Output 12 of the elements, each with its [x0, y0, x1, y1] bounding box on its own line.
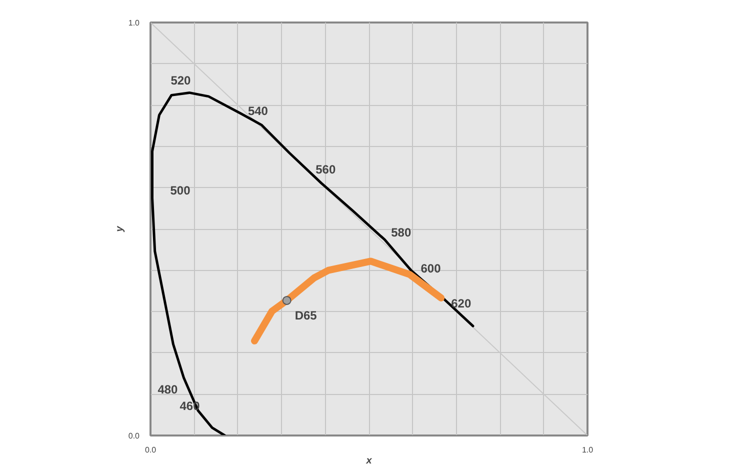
annotation: 480 [158, 382, 178, 396]
annotation: 580 [391, 226, 412, 240]
x-axis-title: x [365, 456, 372, 466]
line-series [151, 91, 474, 436]
annotation: 540 [248, 104, 268, 118]
annotation: 500 [170, 183, 191, 198]
annotation: 520 [170, 73, 192, 88]
annotation: 560 [316, 162, 336, 177]
annotation: 600 [420, 262, 442, 276]
series-label: D65 [294, 308, 318, 322]
y-axis-title: y [114, 226, 126, 233]
annotation: 620 [451, 296, 472, 311]
